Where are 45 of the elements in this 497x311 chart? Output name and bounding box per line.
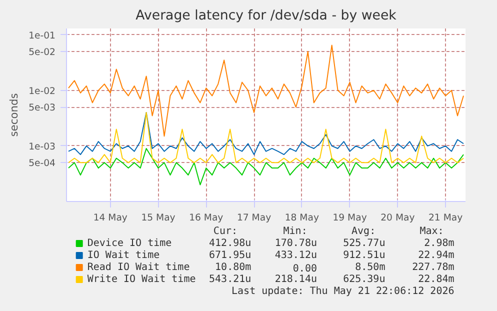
y-tick-label: 1e-02 [28, 86, 56, 97]
legend-label: Write IO Wait time [87, 274, 196, 285]
text: 0.00 [292, 264, 317, 274]
text: 10.80m [215, 262, 252, 273]
text: Min: [283, 226, 308, 237]
x-tick-label: 15 May [141, 212, 176, 224]
text: 912.51u [343, 250, 386, 261]
legend-label: Read IO Wait time [87, 262, 190, 273]
y-tick-label: 1e-01 [28, 30, 56, 42]
chart-title: Average latency for /dev/sda - by week [136, 8, 397, 24]
text: 170.78u [274, 238, 317, 249]
x-tick-label: 17 May [236, 212, 272, 224]
x-tick-label: 16 May [189, 212, 224, 224]
text: 22.84m [418, 274, 454, 285]
text: 8.50m [355, 262, 386, 273]
text: Max: [420, 226, 444, 237]
x-tick-label: 20 May [380, 212, 416, 224]
x-tick-label: 18 May [284, 212, 320, 224]
text: 625.39u [343, 274, 386, 285]
y-tick-label: 5e-04 [28, 158, 56, 170]
text: Avg: [352, 226, 376, 237]
y-tick-label: 1e-03 [28, 141, 56, 152]
text: 218.14u [274, 274, 317, 285]
text: 525.77u [343, 238, 386, 249]
text: 671.95u [209, 250, 252, 261]
text: 412.98u [209, 238, 252, 249]
y-tick-label: 5e-03 [28, 102, 56, 114]
text: 543.21u [209, 274, 252, 285]
y-tick-label: 5e-02 [28, 47, 56, 58]
legend-label: Device IO time [87, 238, 172, 249]
y-axis-title: seconds [8, 92, 21, 137]
line-series [68, 148, 464, 186]
x-tick-label: 21 May [428, 212, 464, 224]
text: Cur: [213, 226, 238, 237]
text: 22.94m [418, 250, 454, 261]
text: Last update: Thu May 21 22:06:12 2026 [232, 286, 454, 297]
line-series [68, 112, 464, 164]
text: 227.78m [412, 262, 454, 273]
legend-label: IO Wait time [87, 250, 160, 261]
text: 2.98m [424, 238, 454, 249]
x-tick-label: 19 May [332, 212, 368, 224]
x-tick-label: 14 May [93, 212, 128, 224]
line-series [68, 44, 464, 137]
text: 433.12u [274, 250, 317, 261]
line-series [68, 112, 464, 156]
